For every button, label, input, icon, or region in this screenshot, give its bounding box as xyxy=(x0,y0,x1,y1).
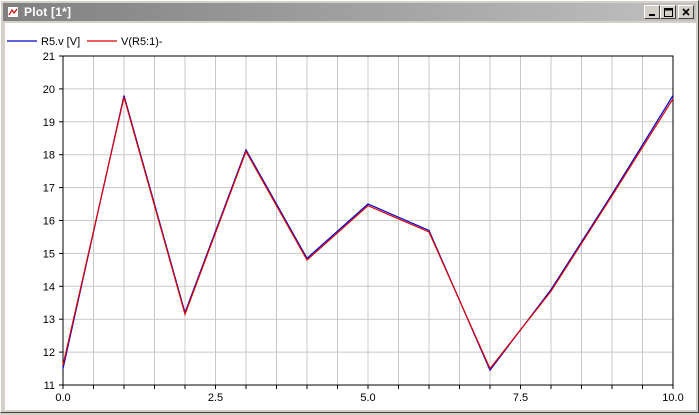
x-tick-label: 2.5 xyxy=(208,392,223,404)
x-tick-label: 10.0 xyxy=(662,392,683,404)
y-tick-label: 18 xyxy=(43,150,55,162)
chart-series xyxy=(62,95,674,372)
y-tick-label: 19 xyxy=(43,117,55,129)
plot-app-icon xyxy=(6,5,20,19)
series-line-2[interactable] xyxy=(62,96,674,370)
legend-label: R5.v [V] xyxy=(41,36,80,48)
title-bar[interactable]: Plot [1*] xyxy=(3,3,696,21)
maximize-icon xyxy=(663,7,673,17)
y-tick-label: 15 xyxy=(43,248,55,260)
x-tick-label: 5.0 xyxy=(360,392,375,404)
x-tick-label: 0.0 xyxy=(55,392,70,404)
y-tick-label: 17 xyxy=(43,183,55,195)
minimize-button[interactable] xyxy=(644,5,660,19)
plot-area-container: R5.v [V] V(R5:1)- 11 12 13 14 15 16 17 18 19 20 21 … xyxy=(5,23,696,410)
close-button[interactable] xyxy=(678,5,694,19)
y-tick-label: 12 xyxy=(43,347,55,359)
x-tick-label: 7.5 xyxy=(513,392,528,404)
x-axis: 0.0 2.5 5.0 7.5 10.0 xyxy=(55,385,684,404)
window-controls xyxy=(644,5,694,19)
y-axis: 11 12 13 14 15 16 17 18 19 20 21 xyxy=(43,51,63,392)
close-icon xyxy=(682,8,690,16)
maximize-button[interactable] xyxy=(660,5,676,19)
y-tick-label: 11 xyxy=(44,380,55,392)
window-title: Plot [1*] xyxy=(24,5,72,19)
line-chart[interactable]: R5.v [V] V(R5:1)- 1112131415161718192021 … xyxy=(5,23,696,410)
y-tick-label: 16 xyxy=(43,216,55,228)
legend-label: V(R5:1)- xyxy=(121,36,163,48)
y-tick-label: 20 xyxy=(43,84,55,96)
chart-legend: R5.v [V] V(R5:1)- xyxy=(7,36,163,48)
y-tick-label: 13 xyxy=(43,314,55,326)
y-tick-label: 14 xyxy=(43,281,55,293)
chart-grid xyxy=(63,56,673,385)
minimize-icon xyxy=(649,14,655,16)
y-tick-label: 21 xyxy=(43,51,55,63)
